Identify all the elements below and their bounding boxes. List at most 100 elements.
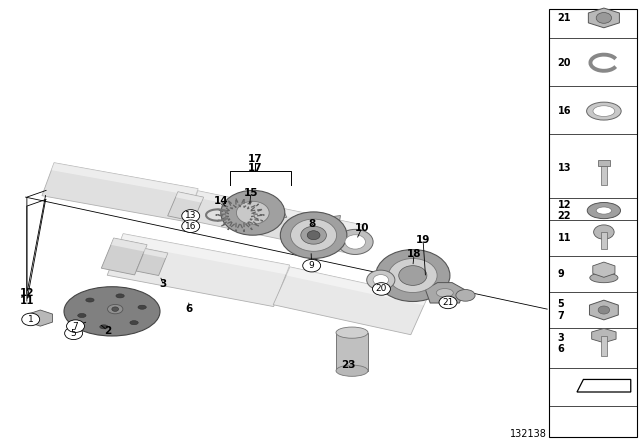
Circle shape [367,270,395,290]
Polygon shape [28,310,52,326]
Circle shape [221,190,285,235]
Ellipse shape [593,106,615,116]
Ellipse shape [77,314,86,318]
Polygon shape [592,328,616,343]
Circle shape [399,266,427,285]
Polygon shape [101,238,147,275]
Text: 5: 5 [71,329,76,338]
Text: 11: 11 [20,296,34,306]
Circle shape [280,212,347,258]
Text: 8: 8 [308,219,316,229]
Circle shape [439,296,457,309]
Polygon shape [593,262,615,277]
Text: 3: 3 [159,280,167,289]
Polygon shape [577,379,631,392]
Polygon shape [42,163,198,222]
Circle shape [65,327,83,340]
Ellipse shape [456,289,475,301]
Ellipse shape [436,289,453,297]
Text: 21: 21 [557,13,571,23]
Text: 13: 13 [185,211,196,220]
Polygon shape [51,163,198,196]
Text: 16: 16 [185,222,196,231]
Ellipse shape [588,202,621,219]
Text: 20: 20 [376,284,387,293]
Circle shape [388,258,437,293]
Bar [601,336,607,356]
Polygon shape [143,249,168,258]
Bar [601,166,607,185]
Circle shape [303,259,321,272]
Polygon shape [111,238,147,252]
Circle shape [301,226,326,244]
Circle shape [182,220,200,233]
Text: 14: 14 [214,196,228,206]
Circle shape [596,13,612,23]
Polygon shape [136,249,168,276]
Polygon shape [326,215,340,225]
Text: 2: 2 [104,326,111,336]
Text: 23: 23 [342,360,356,370]
Ellipse shape [138,305,147,309]
Ellipse shape [116,294,124,298]
Ellipse shape [130,321,138,325]
Polygon shape [186,191,364,254]
Polygon shape [168,192,204,221]
Ellipse shape [108,305,123,314]
Circle shape [373,275,388,285]
Polygon shape [273,267,428,335]
Text: 132138: 132138 [510,429,547,439]
Text: 3
6: 3 6 [557,333,564,354]
Circle shape [307,231,320,240]
Circle shape [598,306,610,314]
Circle shape [182,210,200,222]
Text: 16: 16 [557,106,571,116]
Text: 5
7: 5 7 [557,299,564,321]
Text: 12
22: 12 22 [557,200,571,221]
Text: 17: 17 [248,163,262,173]
Text: 1: 1 [28,315,33,324]
Circle shape [345,235,365,249]
Bar [549,9,637,437]
Bar [598,160,610,166]
Circle shape [376,250,450,302]
Ellipse shape [64,287,160,336]
Circle shape [67,320,84,332]
Polygon shape [108,234,289,306]
Ellipse shape [590,273,618,283]
Ellipse shape [336,327,368,338]
Text: 20: 20 [557,58,571,68]
Ellipse shape [587,102,621,120]
Circle shape [594,225,614,239]
Polygon shape [175,192,204,202]
Polygon shape [120,234,289,275]
Text: 6: 6 [185,304,193,314]
Circle shape [291,219,337,251]
Circle shape [372,283,390,295]
Text: 18: 18 [407,250,421,259]
Ellipse shape [86,298,94,302]
Text: 15: 15 [244,188,258,198]
Text: 9: 9 [309,261,314,270]
Text: 9: 9 [557,269,564,279]
Text: 13: 13 [557,163,571,173]
Polygon shape [588,8,620,28]
Text: 12: 12 [20,289,34,298]
Polygon shape [286,267,428,306]
Text: 21: 21 [442,298,454,307]
Polygon shape [426,283,464,303]
Polygon shape [270,209,287,220]
Bar [601,232,607,249]
Circle shape [337,229,373,254]
Ellipse shape [112,307,118,311]
Text: 19: 19 [416,235,430,245]
Text: 17: 17 [248,154,262,164]
Text: 11: 11 [557,233,571,243]
Bar [336,332,368,371]
Ellipse shape [596,207,612,214]
Ellipse shape [336,365,368,376]
Text: 7: 7 [73,322,78,331]
Text: 10: 10 [355,224,369,233]
Circle shape [22,313,40,326]
Polygon shape [195,191,364,232]
